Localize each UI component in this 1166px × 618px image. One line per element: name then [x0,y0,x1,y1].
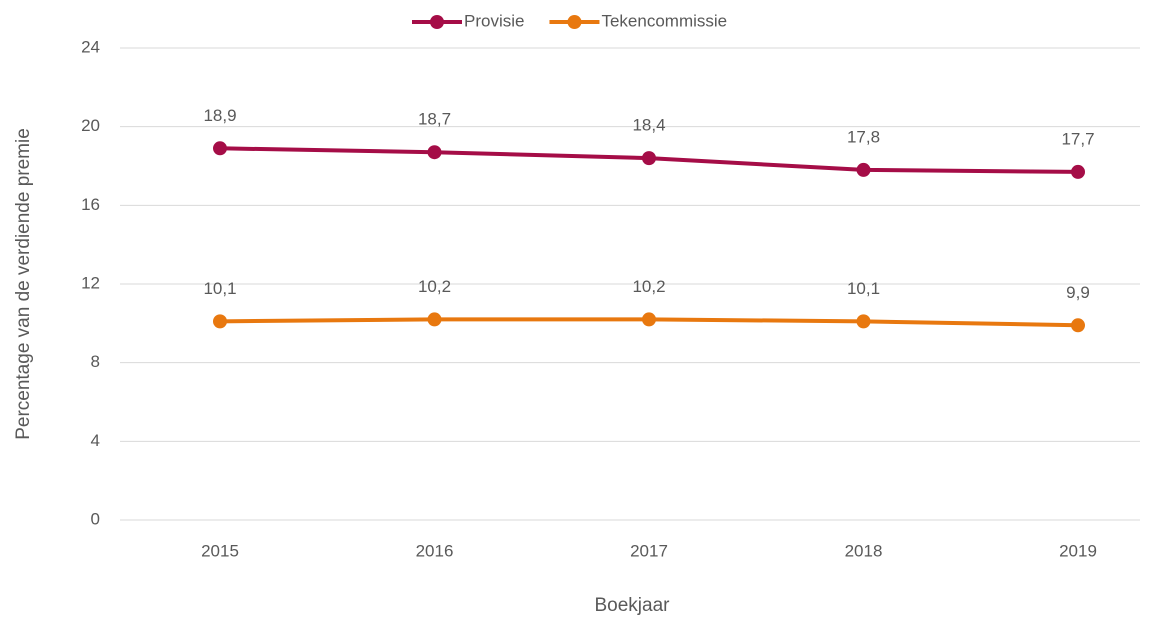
point [642,312,656,327]
data-label: 18,7 [418,110,451,129]
point [856,314,871,329]
y-tick-label: 0 [91,509,100,528]
x-tick-label: 2015 [201,541,239,560]
legend-label: Tekencommissie [601,11,727,30]
data-label: 10,2 [632,277,665,296]
data-label: 17,8 [847,127,880,146]
x-tick-label: 2017 [630,541,668,560]
point [213,141,227,156]
x-axis-title: Boekjaar [595,595,671,616]
x-tick-label: 2019 [1059,541,1097,560]
y-tick-label: 4 [91,431,100,450]
y-tick-label: 16 [81,195,100,214]
y-tick-label: 12 [81,273,100,292]
point [427,312,442,327]
x-tick-label: 2018 [845,541,883,560]
y-tick-label: 8 [91,352,100,371]
data-label: 18,9 [203,106,236,125]
point [1071,318,1085,333]
x-tick-label: 2016 [416,541,454,560]
data-label: 10,2 [418,277,451,296]
point [856,162,871,177]
data-label: 10,1 [847,279,880,298]
y-axis-title: Percentage van de verdiende premie [13,128,34,440]
data-label: 9,9 [1066,283,1090,302]
legend-marker [430,15,444,29]
data-label: 10,1 [203,279,236,298]
legend-marker [567,15,582,29]
y-tick-label: 24 [81,37,100,56]
point [427,145,442,160]
point [213,314,227,329]
y-tick-label: 20 [81,116,100,135]
data-label: 18,4 [632,116,665,135]
point [642,151,656,166]
data-label: 17,7 [1061,129,1094,148]
legend-label: Provisie [464,11,524,30]
point [1071,164,1085,179]
